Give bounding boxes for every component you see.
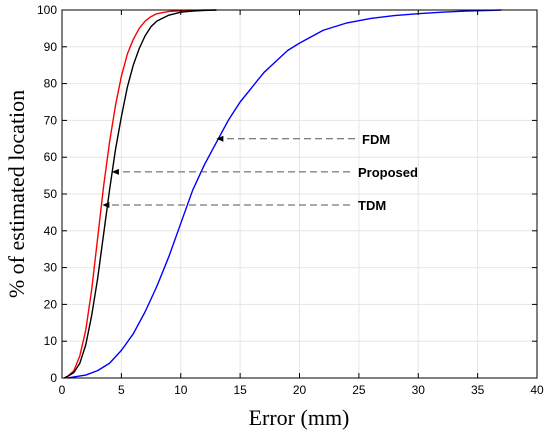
annotations-layer: FDM Proposed TDM — [102, 132, 418, 213]
annotation-label-fdm: FDM — [362, 132, 390, 147]
x-tick-label: 30 — [412, 383, 426, 397]
x-tick-label: 0 — [59, 383, 66, 397]
y-axis-title: % of estimated location — [4, 90, 29, 298]
y-tick-label: 40 — [44, 224, 58, 238]
annotation-arrowhead-tdm — [102, 202, 110, 209]
x-tick-label: 15 — [233, 383, 247, 397]
x-tick-label: 40 — [530, 383, 544, 397]
annotation-label-tdm: TDM — [358, 198, 386, 213]
y-tick-label: 100 — [37, 3, 57, 17]
y-tick-label: 50 — [44, 187, 58, 201]
y-tick-label: 60 — [44, 150, 58, 164]
y-tick-label: 80 — [44, 77, 58, 91]
y-tick-label: 10 — [44, 334, 58, 348]
y-tick-label: 90 — [44, 40, 58, 54]
x-tick-label: 35 — [471, 383, 485, 397]
series-layer — [64, 9, 502, 379]
x-tick-label: 25 — [352, 383, 366, 397]
x-axis-title: Error (mm) — [249, 405, 350, 430]
x-tick-label: 10 — [174, 383, 188, 397]
y-tick-label: 30 — [44, 261, 58, 275]
y-tick-label: 20 — [44, 297, 58, 311]
annotation-arrowhead-fdm — [216, 135, 224, 142]
grid-lines — [61, 9, 538, 379]
y-tick-label: 0 — [50, 371, 57, 385]
x-tick-label: 5 — [118, 383, 125, 397]
y-tick-label: 70 — [44, 113, 58, 127]
axis-ticks: 0 5 10 15 20 25 30 35 40 0 10 20 30 40 50 60 70 80 90 100 — [37, 3, 544, 397]
annotation-arrowhead-proposed — [111, 168, 119, 175]
x-tick-label: 20 — [293, 383, 307, 397]
series-line-proposed — [64, 9, 217, 379]
series-line-tdm — [64, 9, 217, 379]
series-line-fdm — [67, 9, 502, 379]
annotation-label-proposed: Proposed — [358, 165, 418, 180]
